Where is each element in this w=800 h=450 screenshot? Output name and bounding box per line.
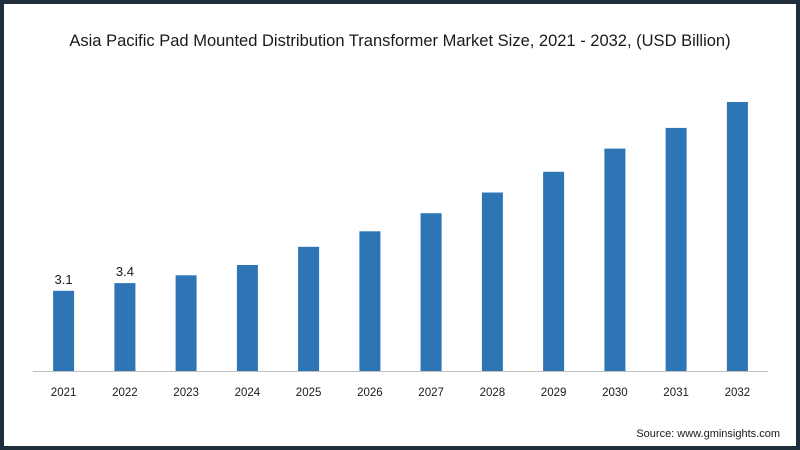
- x-tick-label-2023: 2023: [173, 387, 199, 399]
- bar-2025: [298, 246, 320, 371]
- bar-2022: [114, 283, 136, 371]
- bar-2027: [420, 213, 442, 371]
- x-tick-label-2025: 2025: [296, 387, 322, 399]
- bar-2021: [53, 290, 75, 371]
- x-tick-label-2029: 2029: [541, 387, 567, 399]
- x-tick-label-2021: 2021: [51, 387, 77, 399]
- x-tick-label-2024: 2024: [235, 387, 261, 399]
- x-tick-label-2026: 2026: [357, 387, 383, 399]
- x-tick-label-2028: 2028: [480, 387, 506, 399]
- x-tick-label-2022: 2022: [112, 387, 138, 399]
- data-label-2021: 3.1: [55, 272, 73, 287]
- chart-title: Asia Pacific Pad Mounted Distribution Tr…: [69, 32, 731, 50]
- x-tick-label-2031: 2031: [663, 387, 689, 399]
- x-tick-label-2030: 2030: [602, 387, 628, 399]
- source-note: Source: www.gminsights.com: [636, 428, 780, 440]
- bar-2029: [543, 171, 565, 371]
- bar-2031: [665, 127, 687, 372]
- x-tick-label-2032: 2032: [725, 387, 751, 399]
- bar-2028: [481, 192, 503, 371]
- bar-2024: [236, 265, 258, 371]
- bar-2026: [359, 231, 381, 371]
- data-label-2022: 3.4: [116, 264, 134, 279]
- x-tick-label-2027: 2027: [418, 387, 444, 399]
- bar-2032: [726, 102, 748, 371]
- bar-2023: [175, 275, 197, 371]
- bar-2030: [604, 148, 626, 371]
